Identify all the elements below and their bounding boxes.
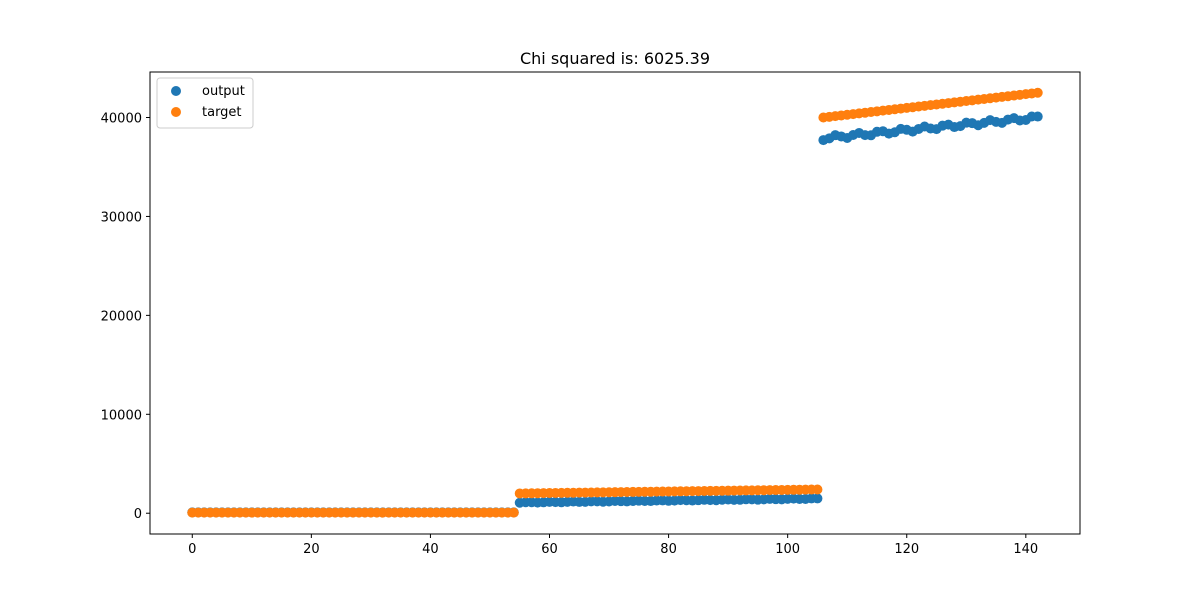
- x-tick-label: 120: [894, 542, 919, 557]
- point-target: [812, 484, 823, 495]
- y-tick-label: 40000: [101, 112, 142, 127]
- series-target: [187, 87, 1043, 518]
- chart-title: Chi squared is: 6025.39: [520, 49, 710, 68]
- y-tick-label: 10000: [101, 408, 142, 423]
- x-tick-label: 20: [303, 542, 320, 557]
- plot-frame: [149, 71, 1081, 535]
- point-output: [1032, 111, 1043, 122]
- legend-frame: [156, 77, 254, 129]
- x-tick-label: 100: [775, 542, 800, 557]
- legend-label-output: output: [202, 84, 245, 99]
- legend-marker-output: [171, 86, 181, 96]
- x-axis: 0 20 40 60 80 100 120 140: [188, 534, 1038, 557]
- legend-label-target: target: [202, 105, 242, 120]
- series-output: [187, 111, 1043, 518]
- x-tick-label: 60: [541, 542, 558, 557]
- legend-marker-target: [171, 107, 181, 117]
- y-axis: 0 10000 20000 30000 40000: [101, 112, 150, 522]
- y-tick-label: 20000: [101, 309, 142, 324]
- data-points: [187, 87, 1043, 518]
- point-output: [812, 493, 823, 504]
- y-tick-label: 30000: [101, 210, 142, 225]
- point-target: [1032, 87, 1043, 98]
- x-tick-label: 0: [188, 542, 196, 557]
- x-tick-label: 80: [660, 542, 677, 557]
- point-target: [508, 507, 519, 518]
- x-tick-label: 140: [1013, 542, 1038, 557]
- legend: output target: [156, 77, 254, 129]
- y-tick-label: 0: [134, 507, 142, 522]
- x-tick-label: 40: [422, 542, 439, 557]
